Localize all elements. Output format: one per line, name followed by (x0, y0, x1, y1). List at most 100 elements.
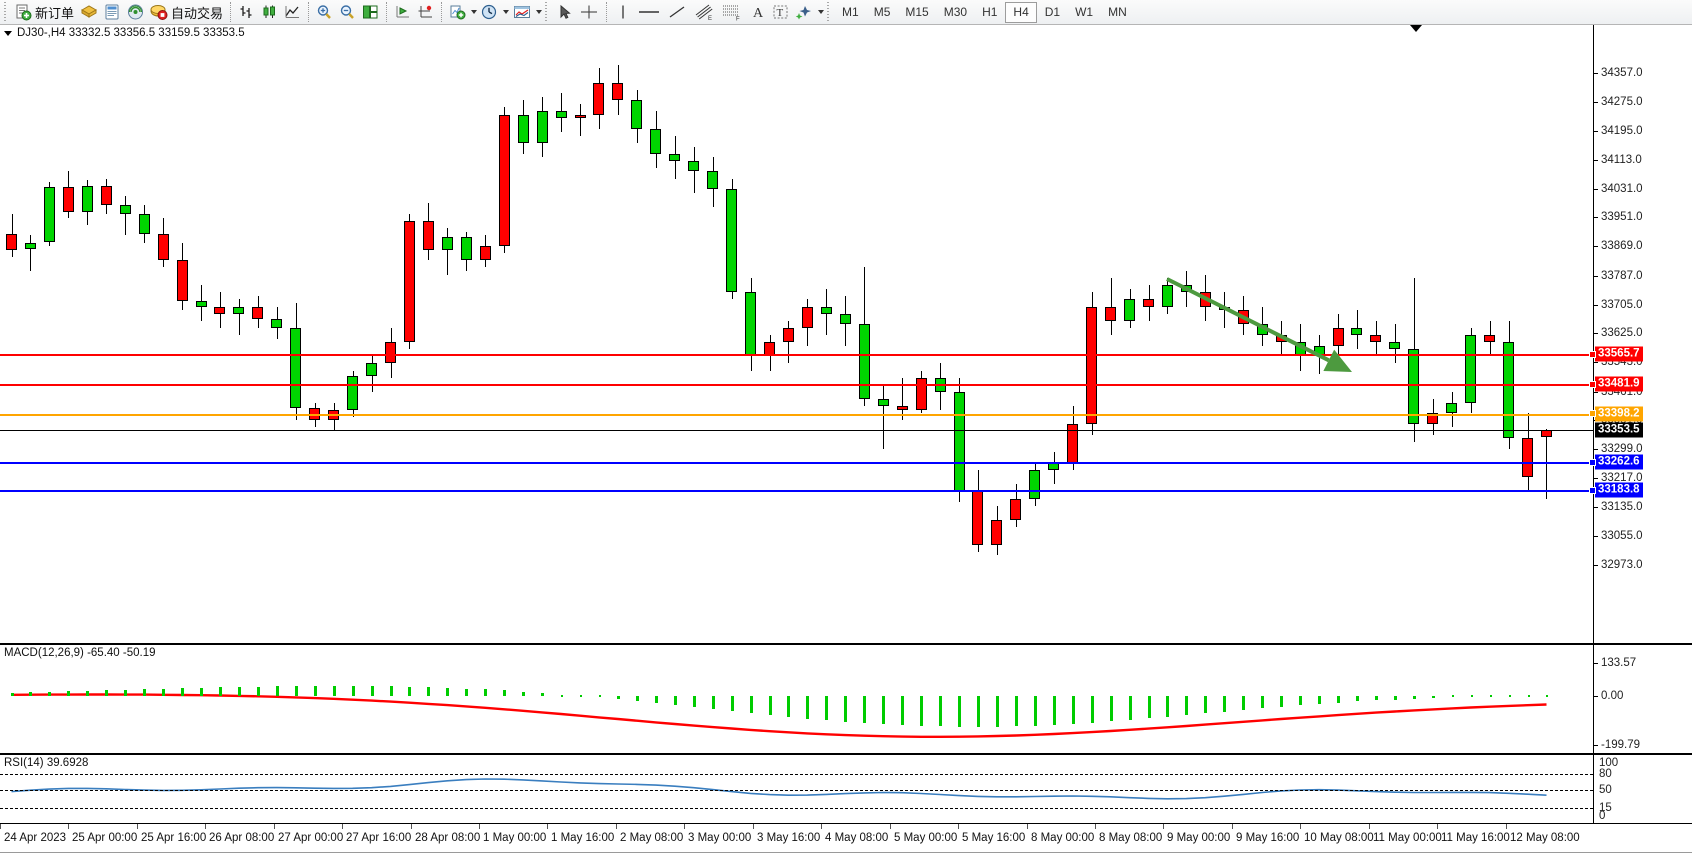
profile-icon (81, 5, 98, 18)
navigator-button[interactable] (414, 1, 437, 24)
price-line-resistance-1[interactable] (0, 354, 1593, 357)
rsi-plot[interactable] (0, 755, 1593, 823)
text-label-icon: T (773, 5, 788, 19)
price-axis-tick (1594, 507, 1598, 509)
bar-chart-button[interactable] (235, 1, 258, 24)
equidistant-channel-button[interactable]: E (690, 1, 718, 24)
macd-axis[interactable]: 133.57 0.00 -199.79 (1593, 645, 1692, 753)
signals-icon (128, 4, 144, 20)
macd-histogram-bar (1148, 695, 1151, 719)
text-button[interactable]: A (746, 1, 769, 24)
price-line-support-1[interactable] (0, 462, 1593, 465)
macd-histogram-bar (693, 695, 696, 707)
price-tag-support-2[interactable]: 33183.8 (1589, 482, 1643, 498)
shapes-button[interactable] (792, 1, 816, 24)
timeframe-button-mn[interactable]: MN (1108, 5, 1127, 19)
price-line-last-price[interactable] (0, 429, 1593, 431)
price-line-handle[interactable] (1589, 410, 1596, 418)
price-line-handle[interactable] (1589, 350, 1596, 358)
timeframe-button-m15[interactable]: M15 (905, 5, 929, 19)
price-line-handle[interactable] (1589, 380, 1596, 388)
price-axis-tick (1594, 362, 1598, 364)
candle-wick (580, 103, 581, 136)
price-line-handle[interactable] (1589, 486, 1596, 494)
toolbar-grip-1[interactable] (3, 2, 9, 22)
indicators-button[interactable] (446, 1, 469, 24)
macd-panel[interactable]: 133.57 0.00 -199.79 MACD(12,26,9) -65.40 -… (0, 644, 1692, 754)
timeframe-button-m5[interactable]: M5 (873, 5, 891, 19)
candlestick (214, 306, 226, 314)
price-panel[interactable]: 34357.0 34275.0 34195.0 34113.0 34031.0 33951… (0, 25, 1692, 644)
candlestick-chart-button[interactable] (258, 1, 281, 24)
macd-histogram-bar (787, 695, 790, 717)
timeframe-button-w1[interactable]: W1 (1075, 5, 1094, 19)
macd-histogram-bar (1490, 694, 1492, 697)
auto-trading-button[interactable]: 自动交易 (147, 1, 226, 24)
svg-text:A: A (753, 6, 764, 20)
price-line-handle[interactable] (1589, 458, 1596, 466)
zoom-in-button[interactable] (313, 1, 336, 24)
line-chart-button[interactable] (281, 1, 304, 24)
price-axis-tick (1594, 246, 1598, 248)
shapes-dropdown-arrow[interactable] (816, 2, 825, 22)
candlestick (24, 242, 36, 249)
price-tag-resistance-2[interactable]: 33481.9 (1589, 376, 1643, 392)
templates-button[interactable] (510, 1, 534, 24)
candlestick (612, 82, 624, 101)
instrument-header[interactable]: DJ30-,H4 33332.5 33356.5 33159.5 33353.5 (0, 25, 245, 41)
timeframe-button-h4[interactable]: H4 (1005, 1, 1037, 23)
time-axis-label: 12 May 08:00 (1510, 832, 1580, 844)
text-label-button[interactable]: T (769, 1, 792, 24)
chart-scroll-caret-icon[interactable] (1410, 25, 1422, 32)
price-axis[interactable]: 34357.0 34275.0 34195.0 34113.0 34031.0 33951… (1589, 25, 1692, 643)
vertical-line-button[interactable] (611, 1, 634, 24)
price-tag-pivot[interactable]: 33398.2 (1589, 406, 1643, 422)
timeframe-button-m1[interactable]: M1 (842, 5, 859, 19)
macd-plot[interactable] (0, 645, 1593, 753)
candlestick (1370, 334, 1382, 343)
price-plot[interactable] (0, 25, 1593, 643)
toolbar-grip-3[interactable] (826, 2, 833, 22)
fibonacci-button[interactable]: F (718, 1, 746, 24)
tile-windows-button[interactable] (359, 1, 382, 24)
timeframe-button-d1[interactable]: D1 (1044, 5, 1061, 19)
time-axis-label: 5 May 00:00 (894, 832, 958, 844)
horizontal-line-button[interactable] (634, 1, 664, 24)
price-tag-resistance-1[interactable]: 33565.7 (1589, 346, 1643, 362)
price-line-support-2[interactable] (0, 490, 1593, 493)
trendline-button[interactable] (664, 1, 690, 24)
toolbar-grip-2[interactable] (544, 2, 551, 22)
macd-histogram-bar (427, 687, 430, 696)
timeframe-button-h1[interactable]: H1 (982, 5, 998, 19)
price-line-resistance-2[interactable] (0, 384, 1593, 387)
rsi-panel[interactable]: 100 80 50 15 0 RSI(14) 39.6928 (0, 754, 1692, 824)
cursor-button[interactable] (553, 1, 576, 24)
chart-area[interactable]: 34357.0 34275.0 34195.0 34113.0 34031.0 33951… (0, 25, 1692, 853)
timeframe-button-m30[interactable]: M30 (943, 5, 968, 19)
new-order-button[interactable]: 新订单 (12, 1, 77, 24)
zoom-out-button[interactable] (336, 1, 359, 24)
profile-button[interactable] (77, 1, 101, 24)
price-axis-label: 34275.0 (1601, 96, 1643, 109)
time-axis[interactable]: 24 Apr 2023 25 Apr 00:00 25 Apr 16:00 26 Ap… (0, 824, 1692, 853)
price-line-pivot[interactable] (0, 413, 1593, 416)
instrument-caret-icon[interactable] (4, 30, 12, 36)
candlestick (517, 114, 529, 144)
candlestick (6, 233, 17, 250)
candlestick (176, 260, 188, 302)
periods-button[interactable] (478, 1, 501, 24)
signals-button[interactable] (124, 1, 147, 24)
data-window-button[interactable] (391, 1, 414, 24)
time-axis-label: 8 May 00:00 (1031, 832, 1095, 844)
candlestick (1275, 334, 1287, 343)
rsi-axis[interactable]: 100 80 50 15 0 (1593, 755, 1692, 823)
crosshair-button[interactable] (576, 1, 602, 24)
price-axis-label: 33705.0 (1601, 298, 1643, 311)
terminal-button[interactable] (101, 1, 124, 24)
time-axis-label: 10 May 08:00 (1304, 832, 1374, 844)
indicators-dropdown-arrow[interactable] (469, 2, 478, 22)
templates-dropdown-arrow[interactable] (534, 2, 543, 22)
periods-dropdown-arrow[interactable] (501, 2, 510, 22)
price-tag-support-1[interactable]: 33262.6 (1589, 454, 1643, 470)
price-tag-last-price[interactable]: 33353.5 (1595, 422, 1643, 438)
